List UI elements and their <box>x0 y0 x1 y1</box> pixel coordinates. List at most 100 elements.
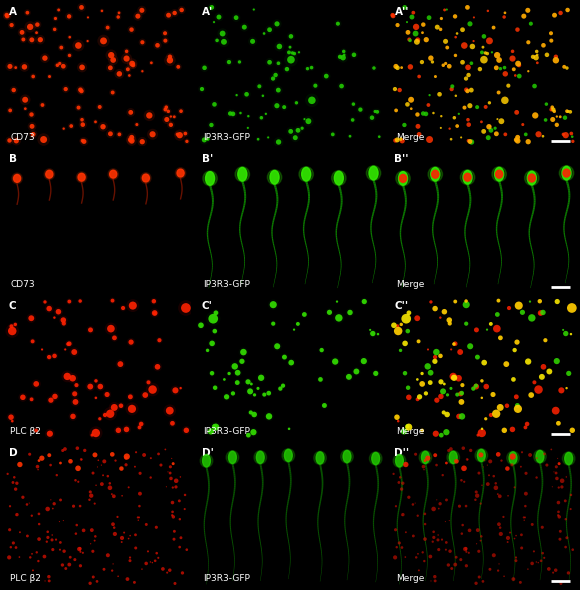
Ellipse shape <box>536 450 544 463</box>
Point <box>404 383 413 392</box>
Point <box>462 545 471 555</box>
Point <box>429 527 438 536</box>
Point <box>483 6 492 15</box>
Point <box>532 557 541 566</box>
Point <box>554 512 564 522</box>
Point <box>472 579 481 588</box>
Point <box>122 452 132 461</box>
Point <box>401 552 410 562</box>
Point <box>151 556 160 565</box>
Point <box>345 132 354 141</box>
Point <box>467 137 476 147</box>
Point <box>177 5 186 15</box>
Point <box>106 324 115 333</box>
Point <box>75 545 85 555</box>
Point <box>492 310 502 319</box>
Point <box>345 132 354 141</box>
Point <box>472 487 481 497</box>
Point <box>128 301 137 310</box>
Point <box>6 412 16 422</box>
Point <box>115 69 124 78</box>
Point <box>14 552 24 562</box>
Point <box>142 520 151 529</box>
Point <box>89 572 98 582</box>
Point <box>86 491 96 500</box>
Point <box>168 418 177 428</box>
Point <box>100 410 110 419</box>
Point <box>289 325 299 335</box>
Point <box>452 29 462 38</box>
Point <box>421 109 430 119</box>
Point <box>521 422 530 432</box>
Point <box>286 127 295 136</box>
Point <box>485 36 494 45</box>
Point <box>203 346 212 355</box>
Point <box>43 504 52 514</box>
Point <box>45 304 54 313</box>
Point <box>212 35 222 45</box>
Point <box>280 352 289 362</box>
Point <box>412 553 421 562</box>
Point <box>255 81 264 91</box>
Point <box>469 384 478 394</box>
Point <box>293 319 303 329</box>
Point <box>60 444 70 454</box>
Point <box>525 450 535 460</box>
Point <box>328 130 338 139</box>
Point <box>26 22 35 32</box>
Point <box>479 32 488 41</box>
Point <box>126 337 136 347</box>
Point <box>87 525 96 535</box>
Ellipse shape <box>78 173 85 181</box>
Point <box>404 493 414 502</box>
Point <box>433 22 442 32</box>
Point <box>420 519 430 529</box>
Point <box>476 450 485 460</box>
Point <box>549 467 559 477</box>
Point <box>140 391 150 400</box>
Point <box>539 362 548 372</box>
Point <box>356 105 365 114</box>
Point <box>131 543 140 553</box>
Point <box>521 502 530 511</box>
Point <box>517 530 526 539</box>
Point <box>462 85 471 94</box>
Text: PLC β2: PLC β2 <box>10 427 41 436</box>
Point <box>57 43 66 53</box>
Point <box>360 297 369 306</box>
Point <box>535 297 545 306</box>
Point <box>12 543 21 552</box>
Point <box>487 48 496 57</box>
Text: IP3R3-GFP: IP3R3-GFP <box>204 427 251 436</box>
Point <box>75 502 85 511</box>
Point <box>117 533 126 543</box>
Point <box>200 63 209 73</box>
Point <box>226 109 235 118</box>
Point <box>118 303 128 313</box>
Point <box>339 47 349 56</box>
Point <box>77 3 86 12</box>
Point <box>265 58 274 67</box>
Point <box>413 35 422 45</box>
Ellipse shape <box>44 169 55 179</box>
Ellipse shape <box>316 452 324 464</box>
Point <box>123 574 132 584</box>
Point <box>37 345 46 354</box>
Point <box>28 130 38 139</box>
Point <box>110 333 119 343</box>
Text: IP3R3-GFP: IP3R3-GFP <box>204 573 251 583</box>
Point <box>103 23 113 32</box>
Point <box>54 5 63 15</box>
Point <box>282 64 292 74</box>
Point <box>240 22 249 32</box>
Point <box>512 107 521 117</box>
Point <box>140 391 150 400</box>
Point <box>253 384 263 393</box>
Point <box>23 8 32 17</box>
Point <box>340 50 349 60</box>
Point <box>233 368 242 378</box>
Point <box>117 537 126 547</box>
Point <box>170 8 179 18</box>
Point <box>200 135 209 145</box>
Point <box>462 455 472 464</box>
